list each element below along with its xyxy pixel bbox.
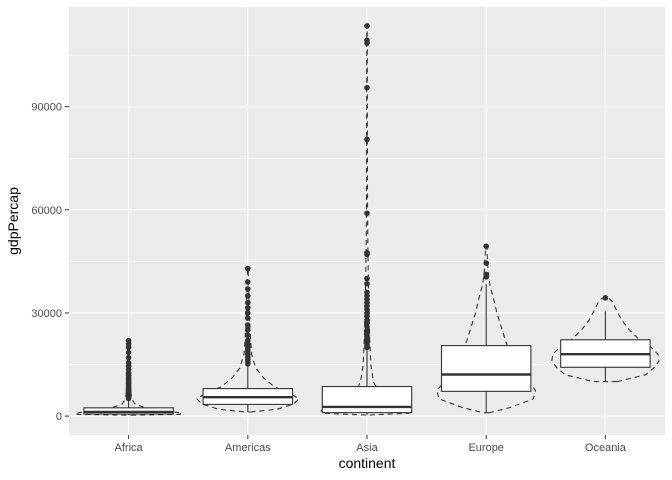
box-europe [440, 345, 532, 392]
y-axis-ticks: 0 30000 60000 90000 [31, 102, 69, 423]
x-tick-label: Africa [115, 442, 144, 454]
outlier-point [125, 349, 132, 356]
y-axis-title: gdpPercap [5, 187, 21, 255]
outlier-point [245, 279, 251, 285]
y-tick-label: 30000 [31, 308, 62, 320]
outlier-point [364, 37, 370, 44]
x-tick-label: Americas [225, 442, 271, 454]
outlier-point [125, 354, 132, 361]
x-axis-ticks: Africa Americas Asia Europe Oceania [115, 435, 627, 454]
outlier-point [125, 337, 132, 344]
outlier-point [483, 260, 490, 266]
x-tick-label: Europe [468, 442, 503, 454]
x-axis-title: continent [339, 455, 396, 471]
outlier-point [364, 84, 370, 91]
outlier-point [245, 322, 251, 328]
y-tick-label: 0 [56, 411, 62, 423]
outlier-point [245, 299, 251, 306]
y-tick-label: 90000 [31, 102, 62, 114]
x-tick-label: Oceania [585, 442, 627, 454]
boxes [83, 23, 651, 416]
box-asia [321, 385, 413, 414]
outlier-point [364, 289, 370, 296]
outlier-point [364, 23, 370, 29]
outlier-point [245, 327, 251, 333]
outlier-point [245, 337, 251, 344]
outlier-point [364, 249, 370, 256]
outlier-point [245, 292, 251, 299]
y-tick-label: 60000 [31, 205, 62, 217]
outlier-point [483, 271, 490, 278]
outlier-point [245, 265, 251, 272]
x-tick-label: Asia [356, 442, 378, 454]
outlier-point [364, 275, 370, 282]
outlier-point [364, 210, 370, 217]
outlier-point [602, 295, 609, 301]
outlier-point [483, 243, 490, 250]
outlier-point [364, 280, 370, 287]
outlier-point [245, 315, 251, 321]
outlier-point [245, 332, 251, 339]
outlier-point [245, 305, 251, 311]
outlier-point [364, 136, 370, 143]
outlier-point [245, 286, 251, 292]
outlier-point [245, 310, 251, 316]
outlier-point [125, 360, 132, 366]
